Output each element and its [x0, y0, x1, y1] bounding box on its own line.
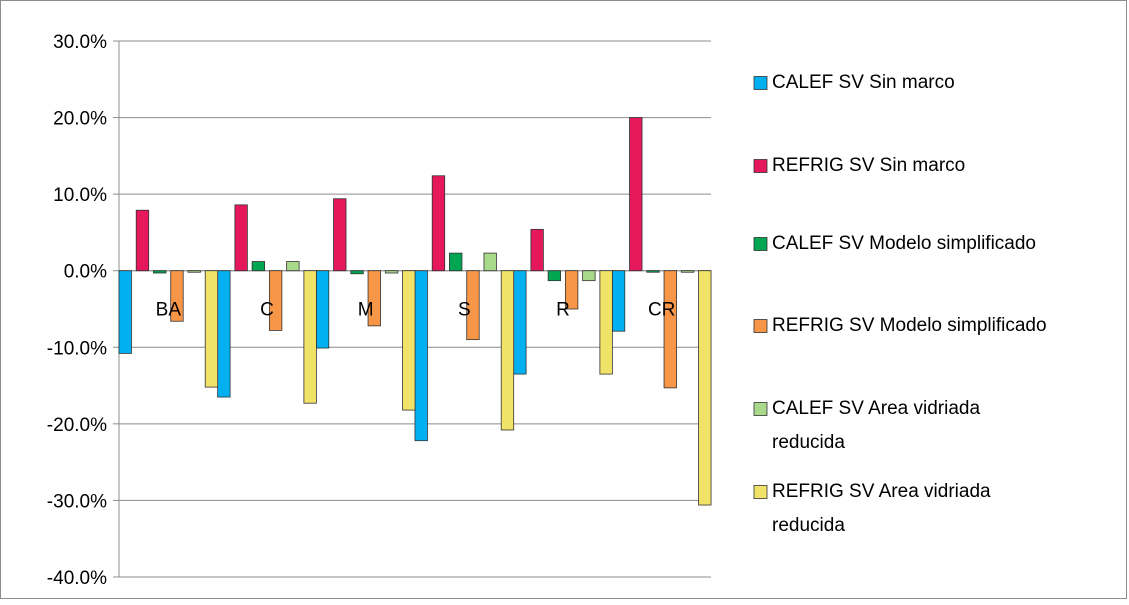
y-tick-label: -20.0% — [47, 415, 107, 436]
legend-layer: CALEF SV Sin marco REFRIG SV Sin marco CAL… — [753, 72, 1047, 536]
bar-calef-sv-area-vidriada-reducida-s — [483, 252, 497, 272]
bar-calef-sv-area-vidriada-reducida-m — [384, 270, 399, 274]
bar-refrig-sv-sin-marco-s — [431, 175, 446, 272]
legend-label: CALEF SV Area vidriada — [772, 398, 980, 419]
legend-label: CALEF SV Sin marco — [772, 72, 955, 93]
bars-layer — [118, 117, 712, 506]
bar-calef-sv-area-vidriada-reducida-r — [582, 270, 596, 282]
legend-swatch — [753, 485, 768, 499]
bar-refrig-sv-area-vidriada-reducida-s — [500, 270, 515, 431]
bar-refrig-sv-area-vidriada-reducida-c — [303, 270, 317, 404]
category-label: CR — [648, 300, 675, 321]
bar-refrig-sv-area-vidriada-reducida-cr — [698, 270, 712, 506]
bar-calef-sv-sin-marco-r — [513, 270, 527, 375]
y-tick-label: -30.0% — [47, 491, 107, 512]
y-tick-label: 20.0% — [53, 109, 107, 130]
labels-layer: BA C M S R CR — [156, 300, 676, 321]
bar-refrig-sv-area-vidriada-reducida-ba — [204, 270, 219, 388]
legend-label: reducida — [772, 515, 845, 536]
bar-calef-sv-sin-marco-s — [414, 270, 428, 442]
bar-calef-sv-modelo-simplificado-cr — [646, 270, 660, 273]
bar-refrig-sv-sin-marco-r — [530, 228, 544, 272]
bar-refrig-sv-sin-marco-m — [333, 198, 347, 272]
y-tick-label: -10.0% — [47, 338, 107, 359]
category-label: R — [556, 300, 570, 321]
bar-refrig-sv-modelo-simplificado-ba — [170, 270, 184, 322]
bar-refrig-sv-modelo-simplificado-m — [367, 270, 381, 327]
bar-refrig-sv-area-vidriada-reducida-r — [599, 270, 613, 375]
bar-calef-sv-modelo-simplificado-s — [449, 252, 463, 272]
legend-label: REFRIG SV Modelo simplificado — [772, 315, 1047, 336]
bar-refrig-sv-sin-marco-c — [234, 204, 248, 272]
legend-label: reducida — [772, 432, 845, 453]
category-label: S — [458, 300, 471, 321]
bar-refrig-sv-modelo-simplificado-s — [466, 270, 480, 341]
bar-refrig-sv-sin-marco-cr — [629, 117, 643, 272]
bar-calef-sv-modelo-simplificado-r — [547, 270, 562, 282]
bar-refrig-sv-sin-marco-ba — [135, 209, 150, 272]
bar-calef-sv-area-vidriada-reducida-c — [286, 261, 300, 272]
category-label: M — [358, 300, 374, 321]
bar-calef-sv-modelo-simplificado-m — [350, 270, 364, 275]
legend-swatch — [753, 402, 768, 416]
bar-refrig-sv-modelo-simplificado-c — [268, 270, 283, 331]
category-label: BA — [156, 300, 182, 321]
legend-label: REFRIG SV Sin marco — [772, 155, 965, 176]
y-tick-label: -40.0% — [47, 568, 107, 589]
bar-refrig-sv-modelo-simplificado-r — [564, 270, 579, 310]
y-tick-label: 0.0% — [64, 262, 107, 283]
bar-calef-sv-area-vidriada-reducida-ba — [187, 270, 201, 273]
legend-label: REFRIG SV Area vidriada — [772, 481, 991, 502]
bar-calef-sv-modelo-simplificado-ba — [153, 270, 167, 274]
legend-swatch — [753, 76, 768, 90]
bar-calef-sv-sin-marco-m — [315, 270, 330, 349]
legend-swatch — [753, 159, 768, 173]
bar-calef-sv-modelo-simplificado-c — [251, 261, 266, 272]
bar-calef-sv-sin-marco-ba — [118, 270, 132, 354]
bar-calef-sv-sin-marco-cr — [611, 270, 626, 332]
y-tick-label: 30.0% — [53, 32, 107, 53]
legend-label: CALEF SV Modelo simplificado — [772, 233, 1036, 254]
bar-calef-sv-area-vidriada-reducida-cr — [680, 270, 695, 273]
y-tick-label: 10.0% — [53, 185, 107, 206]
bar-refrig-sv-modelo-simplificado-cr — [663, 270, 677, 389]
legend-swatch — [753, 319, 768, 333]
legend-swatch — [753, 237, 768, 251]
bar-calef-sv-sin-marco-c — [217, 270, 231, 398]
category-label: C — [260, 300, 274, 321]
bar-refrig-sv-area-vidriada-reducida-m — [402, 270, 416, 411]
